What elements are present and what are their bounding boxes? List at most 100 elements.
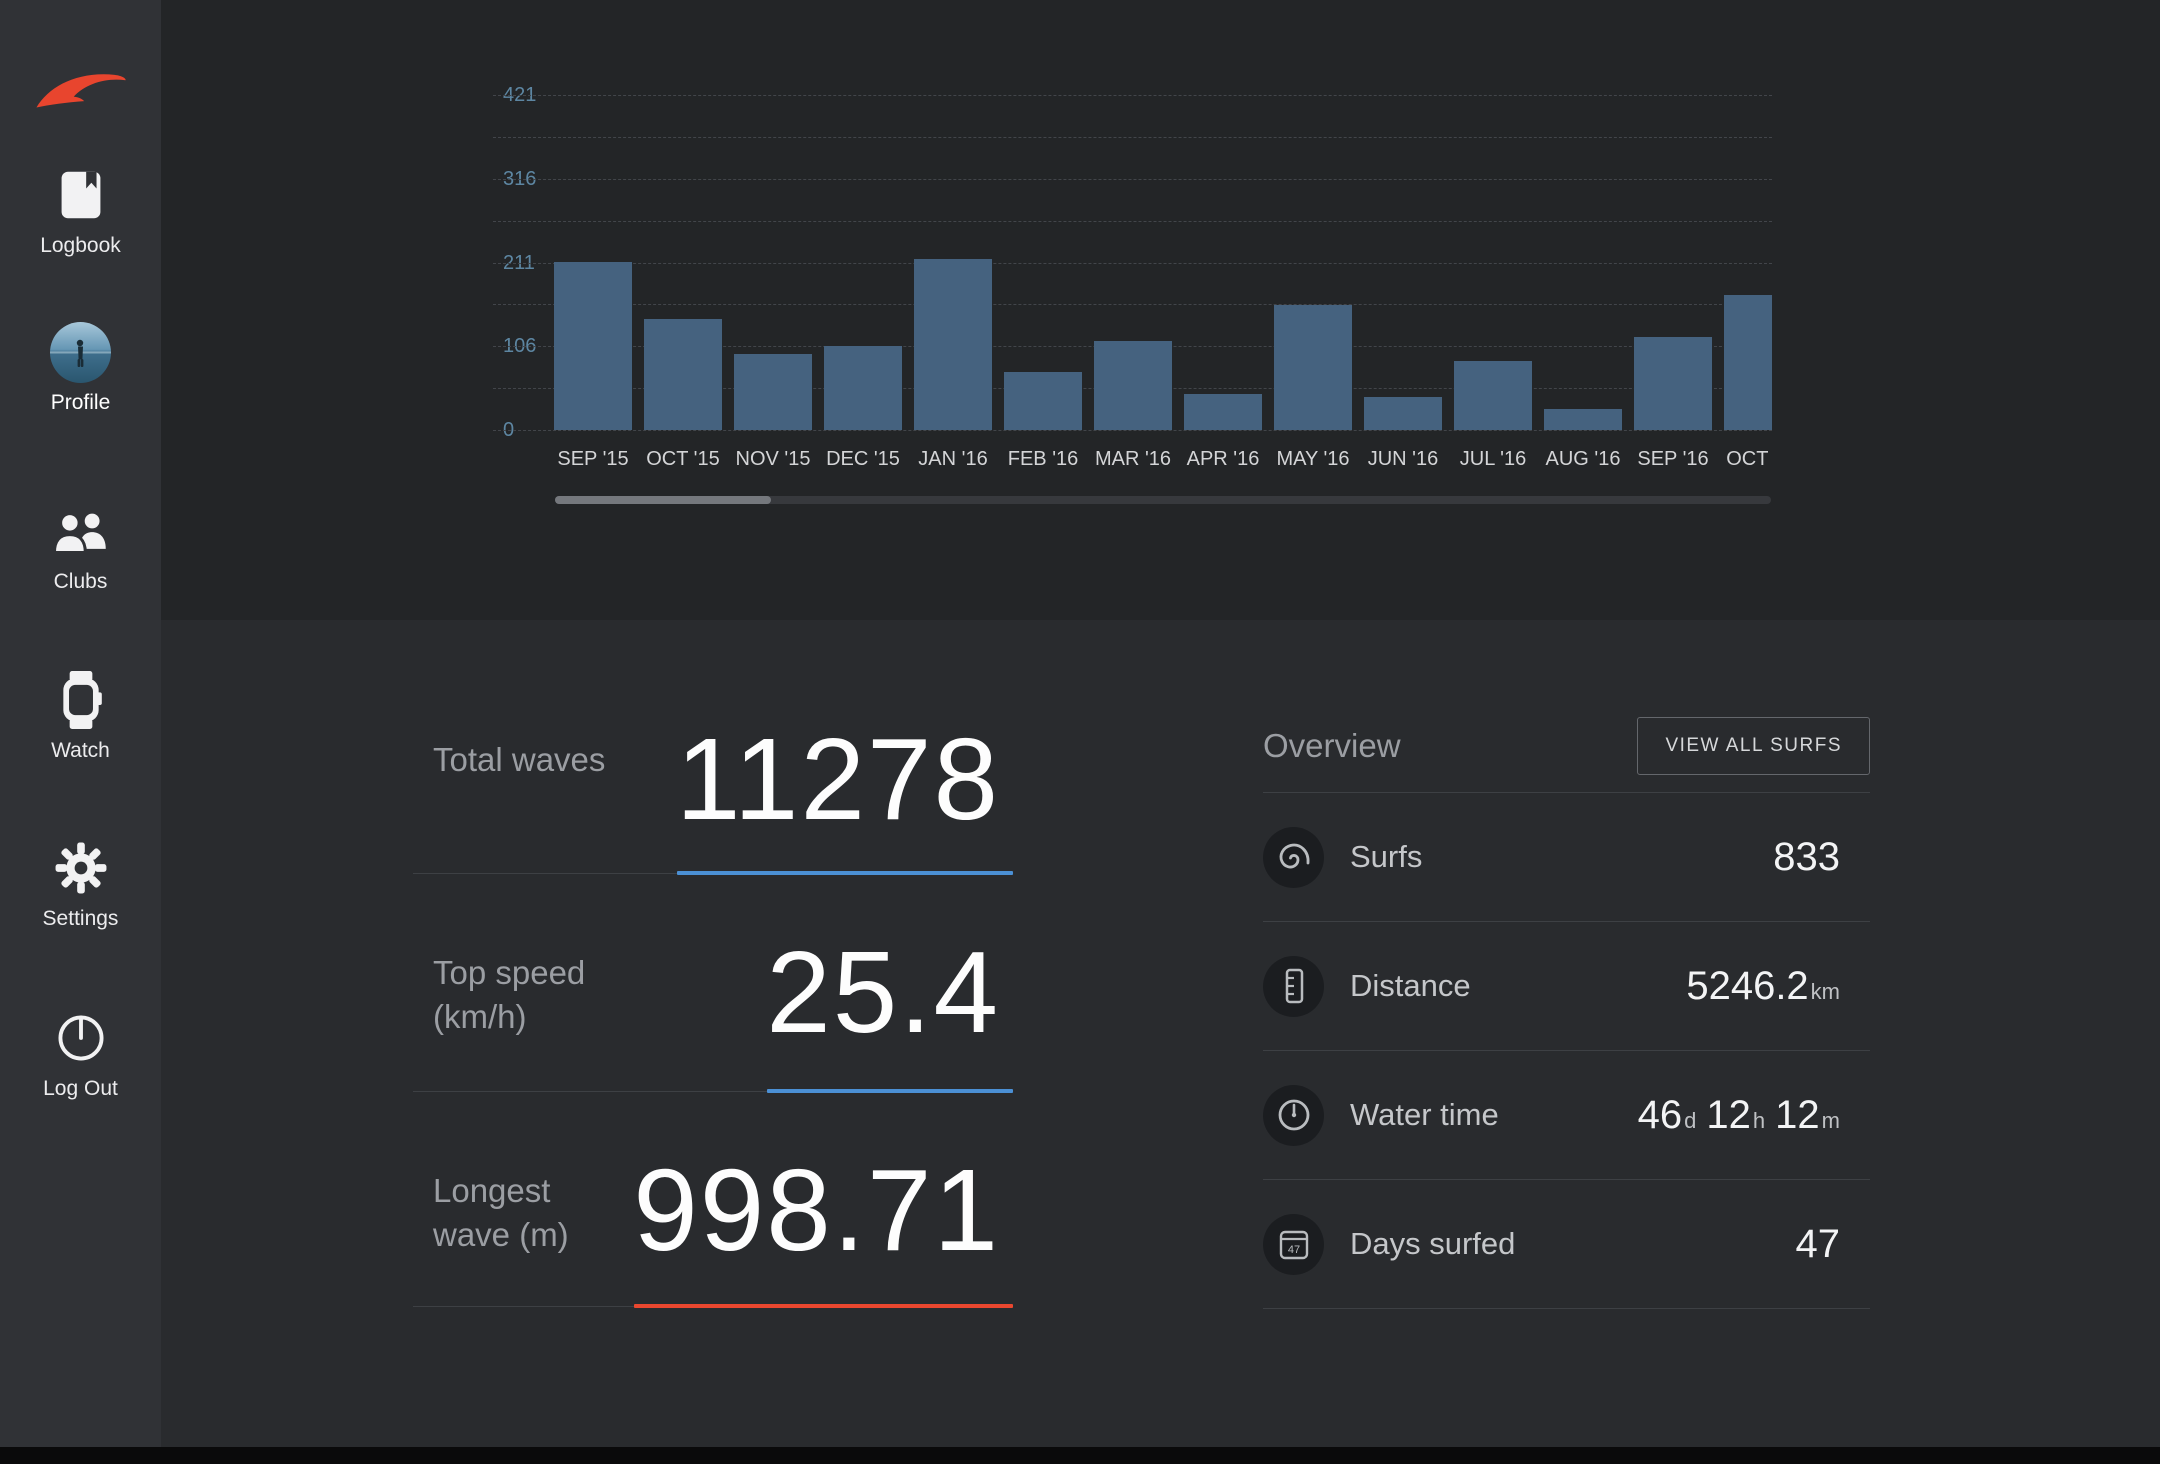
ripcurl-logo-icon [0, 62, 161, 124]
chart-bar[interactable] [1094, 340, 1172, 430]
value-part: 12 m [1775, 1093, 1840, 1138]
overview-row-distance[interactable]: Distance 5246.2 km [1263, 922, 1870, 1051]
chart-bar[interactable] [1004, 371, 1082, 430]
sidebar-item-clubs[interactable]: Clubs [0, 499, 161, 594]
ruler-icon [1263, 955, 1324, 1017]
chart-bar[interactable] [1544, 409, 1622, 430]
logout-icon [0, 1006, 161, 1070]
chart-bar[interactable] [1634, 336, 1712, 430]
sidebar-item-watch[interactable]: Watch [0, 668, 161, 763]
value-unit: m [1821, 1107, 1840, 1133]
waves-bar-chart: SEP '15 OCT '15 NOV '15 DEC '15 JAN '16 FEB '… [493, 80, 1772, 500]
overview-row-water-time[interactable]: Water time 46 d 12 h 12 m [1263, 1051, 1870, 1180]
chart-scrollbar-thumb[interactable] [555, 496, 771, 504]
value-number: 46 [1637, 1092, 1683, 1137]
chart-bar[interactable] [644, 318, 722, 430]
overview-row-label: Distance [1350, 968, 1471, 1003]
overview-row-value: 47 [1796, 1222, 1871, 1267]
sidebar-item-label: Watch [51, 739, 110, 762]
value-part: 833 [1773, 835, 1840, 880]
chart-gridline [493, 304, 1772, 306]
calendar-icon: 47 [1263, 1213, 1324, 1275]
chart-gridline [493, 430, 1772, 431]
x-axis-label: JUL '16 [1459, 448, 1527, 470]
svg-text:47: 47 [1287, 1244, 1299, 1256]
clubs-icon [0, 499, 161, 563]
stats-section: Total waves 11278 Top speed (km/h) 25.4 Longe… [161, 620, 2160, 1447]
overview-row-surfs[interactable]: Surfs 833 [1263, 792, 1870, 922]
value-number: 833 [1773, 834, 1840, 879]
chart-gridline [493, 220, 1772, 222]
x-axis-label: AUG '16 [1545, 448, 1621, 470]
chart-gridline [493, 95, 1772, 96]
stat-top-speed-row: Top speed (km/h) 25.4 [413, 873, 1013, 1093]
chart-bar[interactable] [1364, 396, 1442, 430]
overview-row-value: 46 d 12 h 12 m [1638, 1093, 1870, 1138]
surf-wave-icon [1263, 826, 1324, 888]
overview-row-days-surfed[interactable]: 47 Days surfed 47 [1263, 1180, 1870, 1309]
chart-bar[interactable] [914, 258, 992, 430]
stat-label-line: Longest [433, 1172, 551, 1209]
overview-row-value: 833 [1773, 835, 1870, 880]
stat-accent-line [767, 1089, 1013, 1093]
stat-total-waves-row: Total waves 11278 [413, 660, 1013, 875]
chart-bar[interactable] [1724, 294, 1772, 430]
value-part: 5246.2 km [1686, 964, 1840, 1009]
sidebar-item-label: Log Out [43, 1077, 118, 1100]
x-axis-label: JAN '16 [918, 448, 988, 470]
stat-longest-wave-value: 998.71 [633, 1145, 1000, 1275]
sidebar-item-profile[interactable]: Profile [0, 320, 161, 415]
value-part: 47 [1796, 1222, 1841, 1267]
value-number: 5246.2 [1686, 963, 1809, 1008]
x-axis-label: MAY '16 [1276, 448, 1350, 470]
overview-panel: Overview VIEW ALL SURFS Surfs 833 Distance… [1263, 700, 1870, 1309]
chart-bar[interactable] [1454, 360, 1532, 430]
chart-bar[interactable] [734, 354, 812, 430]
chart-bar[interactable] [1184, 394, 1262, 430]
value-number: 12 [1706, 1092, 1751, 1137]
x-axis-label: SEP '15 [557, 448, 629, 470]
chart-bar[interactable] [824, 346, 902, 430]
sidebar-item-logout[interactable]: Log Out [0, 1006, 161, 1101]
chart-gridline [493, 178, 1772, 180]
chart-bar[interactable] [554, 262, 632, 430]
overview-rows: Surfs 833 Distance 5246.2 km Water time 46 d 12 h… [1263, 792, 1870, 1309]
stat-top-speed-value: 25.4 [766, 927, 1000, 1057]
view-all-surfs-button[interactable]: VIEW ALL SURFS [1637, 717, 1870, 775]
overview-row-label: Surfs [1350, 839, 1423, 874]
stat-longest-wave-row: Longest wave (m) 998.71 [413, 1091, 1013, 1308]
sidebar-item-settings[interactable]: Settings [0, 836, 161, 931]
value-unit: d [1684, 1107, 1697, 1133]
stat-total-waves-label: Total waves [433, 738, 605, 782]
overview-heading: Overview [1263, 727, 1401, 764]
x-axis-label: OCT '15 [646, 448, 720, 470]
sidebar-item-logbook[interactable]: Logbook [0, 163, 161, 258]
x-axis-label: APR '16 [1186, 448, 1260, 470]
sidebar-item-label: Logbook [40, 234, 121, 257]
x-axis-label: JUN '16 [1367, 448, 1439, 470]
value-unit: h [1752, 1107, 1766, 1133]
chart-bar[interactable] [1274, 305, 1352, 430]
main-content: 421 316 211 106 0 SEP '15 OCT '15 NOV '15 DEC '… [161, 0, 2160, 1464]
sidebar: Logbook Profile Clubs Watch Settings Log Out [0, 0, 161, 1464]
x-axis-label: SEP '16 [1637, 448, 1709, 470]
water-time-icon [1263, 1084, 1324, 1146]
overview-row-label: Water time [1350, 1097, 1499, 1132]
x-axis-label: MAR '16 [1094, 448, 1172, 470]
sidebar-item-label: Settings [42, 907, 119, 930]
bottom-bar [0, 1447, 2160, 1464]
stat-label-line: (km/h) [433, 998, 527, 1035]
stat-top-speed-label: Top speed (km/h) [433, 951, 585, 1039]
profile-avatar [50, 321, 111, 383]
watch-icon [0, 668, 161, 732]
overview-row-value: 5246.2 km [1686, 964, 1870, 1009]
value-number: 12 [1775, 1092, 1820, 1137]
value-part: 46 d [1638, 1093, 1697, 1138]
x-axis-label: DEC '15 [826, 448, 900, 470]
x-axis-label: FEB '16 [1007, 448, 1079, 470]
overview-header: Overview VIEW ALL SURFS [1263, 700, 1870, 792]
chart-scrollbar[interactable] [555, 496, 1771, 504]
profile-icon [0, 320, 161, 384]
value-number: 47 [1795, 1221, 1841, 1266]
stat-label-line: Top speed [433, 954, 586, 991]
